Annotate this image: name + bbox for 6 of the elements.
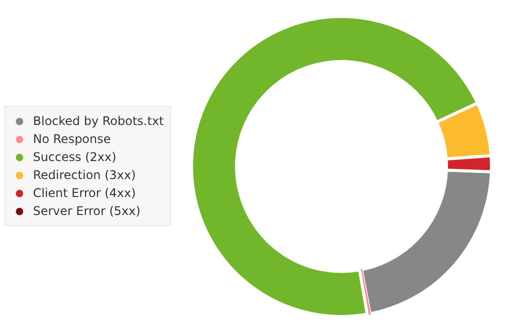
legend-label: Redirection (3xx)	[33, 168, 136, 182]
legend-label: Client Error (4xx)	[33, 186, 136, 200]
legend-label: Success (2xx)	[33, 150, 116, 164]
legend-label: Server Error (5xx)	[33, 204, 140, 218]
legend-label: No Response	[33, 132, 111, 146]
legend-label: Blocked by Robots.txt	[33, 114, 164, 128]
